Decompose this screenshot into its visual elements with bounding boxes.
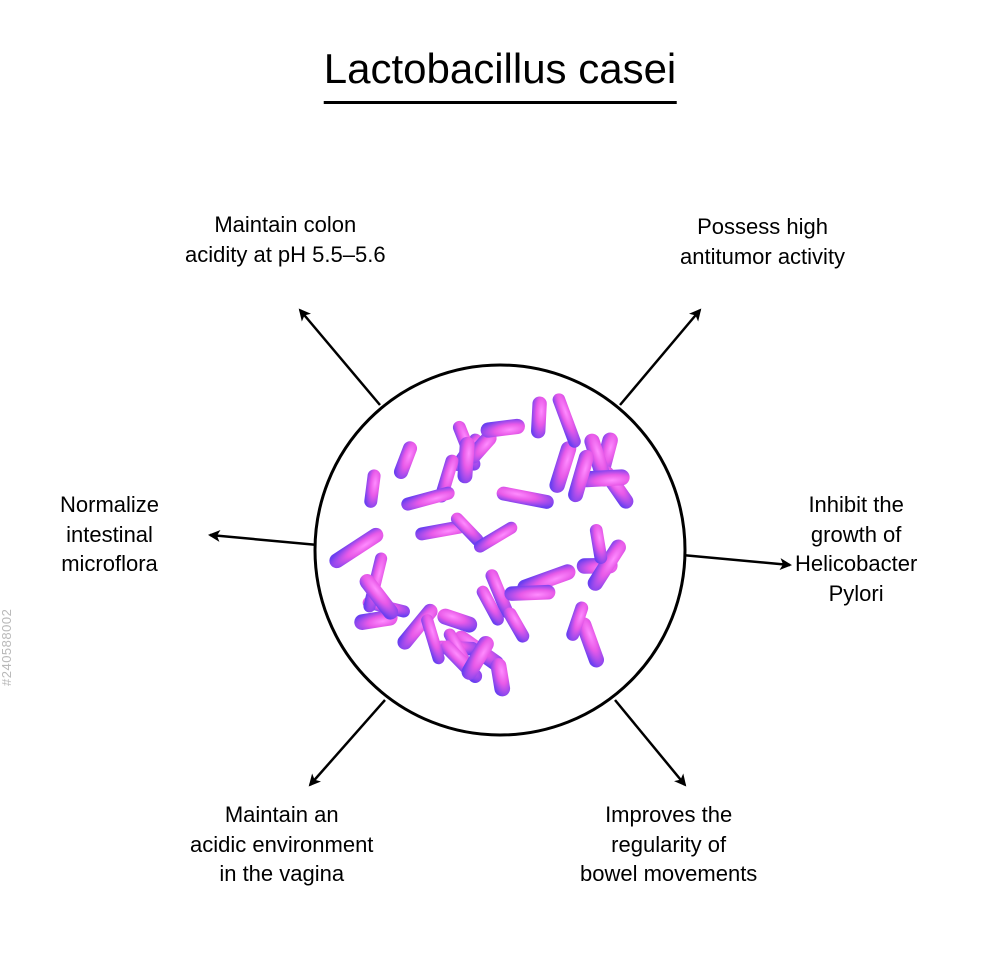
callout-colon-acidity: Maintain colon acidity at pH 5.5–5.6 [185,210,386,269]
arrow-vagina-acidic [310,700,385,785]
arrow-bowel-regularity [615,700,685,785]
arrow-helicobacter [682,555,790,565]
watermark-text: #240588002 [0,609,14,686]
callout-microflora: Normalize intestinal microflora [60,490,159,579]
callout-antitumor: Possess high antitumor activity [680,212,845,271]
callout-helicobacter: Inhibit the growth of Helicobacter Pylor… [795,490,917,609]
bacterium-rod [504,585,555,602]
arrow-colon-acidity [300,310,380,405]
arrow-antitumor [620,310,700,405]
bacterium-rod [531,396,547,439]
callout-vagina-acidic: Maintain an acidic environment in the va… [190,800,373,889]
arrow-microflora [210,535,318,545]
infographic-diagram [0,0,1000,966]
callout-bowel-regularity: Improves the regularity of bowel movemen… [580,800,757,889]
